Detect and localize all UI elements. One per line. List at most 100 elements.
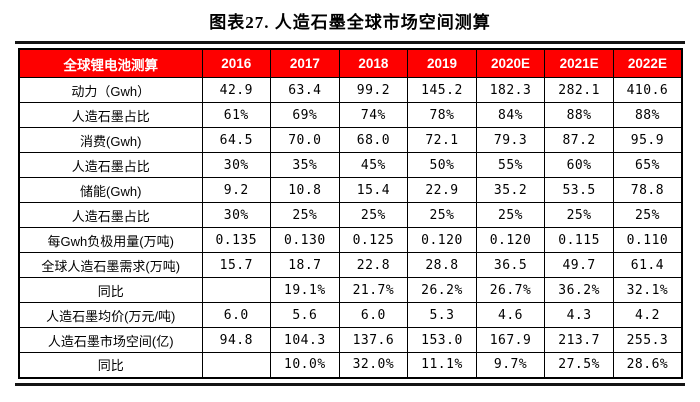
- value-cell: 45%: [338, 152, 409, 178]
- value-cell: 145.2: [407, 77, 477, 103]
- table-row: 同比 10.0% 32.0% 11.1% 9.7% 27.5% 28.6%: [18, 352, 683, 378]
- value-cell: 28.8: [407, 252, 477, 278]
- value-cell: 10.0%: [270, 352, 340, 378]
- value-cell: 6.0: [338, 302, 409, 328]
- value-cell: 167.9: [475, 327, 546, 353]
- row-label: 同比: [18, 352, 203, 378]
- table-row: 每Gwh负极用量(万吨) 0.135 0.130 0.125 0.120 0.120 0.1…: [18, 227, 683, 253]
- value-cell: 19.1%: [270, 277, 340, 303]
- value-cell: 32.1%: [612, 277, 683, 303]
- row-label: 人造石墨市场空间(亿): [18, 327, 203, 353]
- table-row: 人造石墨市场空间(亿) 94.8 104.3 137.6 153.0 167.9 213.7…: [18, 327, 683, 353]
- value-cell: 27.5%: [544, 352, 614, 378]
- value-cell: 50%: [407, 152, 477, 178]
- table-row: 消费(Gwh) 64.5 70.0 68.0 72.1 79.3 87.2 95.9: [18, 127, 683, 153]
- value-cell: 36.2%: [544, 277, 614, 303]
- value-cell: 21.7%: [338, 277, 409, 303]
- value-cell: 30%: [201, 152, 272, 178]
- value-cell: 213.7: [544, 327, 614, 353]
- value-cell: 410.6: [612, 77, 683, 103]
- value-cell: 60%: [544, 152, 614, 178]
- value-cell: 53.5: [544, 177, 614, 203]
- header-cell-year: 2019: [407, 48, 477, 78]
- value-cell: 88%: [612, 102, 683, 128]
- header-cell-year: 2021E: [544, 48, 614, 78]
- value-cell: 35.2: [475, 177, 546, 203]
- value-cell: 0.120: [407, 227, 477, 253]
- header-cell-year: 2017: [270, 48, 340, 78]
- row-label: 动力（Gwh）: [18, 77, 203, 103]
- value-cell: 25%: [407, 202, 477, 228]
- value-cell: [201, 277, 272, 303]
- value-cell: 25%: [612, 202, 683, 228]
- header-cell-year: 2016: [201, 48, 272, 78]
- table-row: 动力（Gwh） 42.9 63.4 99.2 145.2 182.3 282.1 410.6: [18, 77, 683, 103]
- value-cell: 18.7: [270, 252, 340, 278]
- value-cell: 0.110: [612, 227, 683, 253]
- value-cell: 70.0: [270, 127, 340, 153]
- value-cell: 72.1: [407, 127, 477, 153]
- market-table: 全球锂电池测算 2016 2017 2018 2019 2020E 2021E 2022E 动…: [18, 48, 683, 379]
- value-cell: 0.120: [475, 227, 546, 253]
- value-cell: 61.4: [612, 252, 683, 278]
- row-label: 同比: [18, 277, 203, 303]
- value-cell: 255.3: [612, 327, 683, 353]
- value-cell: 282.1: [544, 77, 614, 103]
- table-row: 人造石墨占比 30% 35% 45% 50% 55% 60% 65%: [18, 152, 683, 178]
- table-body: 动力（Gwh） 42.9 63.4 99.2 145.2 182.3 282.1 410.6 人…: [18, 77, 683, 378]
- header-cell-year: 2022E: [612, 48, 683, 78]
- row-label: 人造石墨占比: [18, 102, 203, 128]
- figure-title: 图表27. 人造石墨全球市场空间测算: [209, 13, 491, 32]
- value-cell: 11.1%: [407, 352, 477, 378]
- table-row: 人造石墨均价(万元/吨) 6.0 5.6 6.0 5.3 4.6 4.3 4.2: [18, 302, 683, 328]
- value-cell: 78.8: [612, 177, 683, 203]
- value-cell: 22.8: [338, 252, 409, 278]
- header-cell-label: 全球锂电池测算: [18, 48, 203, 78]
- value-cell: 65%: [612, 152, 683, 178]
- row-label: 人造石墨占比: [18, 202, 203, 228]
- value-cell: 63.4: [270, 77, 340, 103]
- value-cell: 32.0%: [338, 352, 409, 378]
- row-label: 人造石墨均价(万元/吨): [18, 302, 203, 328]
- value-cell: 137.6: [338, 327, 409, 353]
- header-cell-year: 2020E: [475, 48, 546, 78]
- value-cell: 84%: [475, 102, 546, 128]
- value-cell: 79.3: [475, 127, 546, 153]
- table-row: 人造石墨占比 30% 25% 25% 25% 25% 25% 25%: [18, 202, 683, 228]
- value-cell: 104.3: [270, 327, 340, 353]
- value-cell: 61%: [201, 102, 272, 128]
- row-label: 人造石墨占比: [18, 152, 203, 178]
- value-cell: 5.3: [407, 302, 477, 328]
- value-cell: 25%: [270, 202, 340, 228]
- header-row: 全球锂电池测算 2016 2017 2018 2019 2020E 2021E 2022E: [18, 48, 683, 78]
- value-cell: 182.3: [475, 77, 546, 103]
- value-cell: 25%: [475, 202, 546, 228]
- value-cell: 10.8: [270, 177, 340, 203]
- value-cell: 4.6: [475, 302, 546, 328]
- table-head: 全球锂电池测算 2016 2017 2018 2019 2020E 2021E 2022E: [18, 48, 683, 78]
- value-cell: 153.0: [407, 327, 477, 353]
- value-cell: 25%: [544, 202, 614, 228]
- value-cell: 0.125: [338, 227, 409, 253]
- value-cell: 9.7%: [475, 352, 546, 378]
- value-cell: 35%: [270, 152, 340, 178]
- value-cell: 88%: [544, 102, 614, 128]
- row-label: 每Gwh负极用量(万吨): [18, 227, 203, 253]
- value-cell: 4.3: [544, 302, 614, 328]
- value-cell: 36.5: [475, 252, 546, 278]
- value-cell: 78%: [407, 102, 477, 128]
- value-cell: 0.135: [201, 227, 272, 253]
- top-rule: [15, 41, 685, 44]
- value-cell: 94.8: [201, 327, 272, 353]
- value-cell: [201, 352, 272, 378]
- value-cell: 49.7: [544, 252, 614, 278]
- value-cell: 95.9: [612, 127, 683, 153]
- value-cell: 0.130: [270, 227, 340, 253]
- value-cell: 5.6: [270, 302, 340, 328]
- value-cell: 99.2: [338, 77, 409, 103]
- value-cell: 0.115: [544, 227, 614, 253]
- row-label: 全球人造石墨需求(万吨): [18, 252, 203, 278]
- value-cell: 6.0: [201, 302, 272, 328]
- value-cell: 55%: [475, 152, 546, 178]
